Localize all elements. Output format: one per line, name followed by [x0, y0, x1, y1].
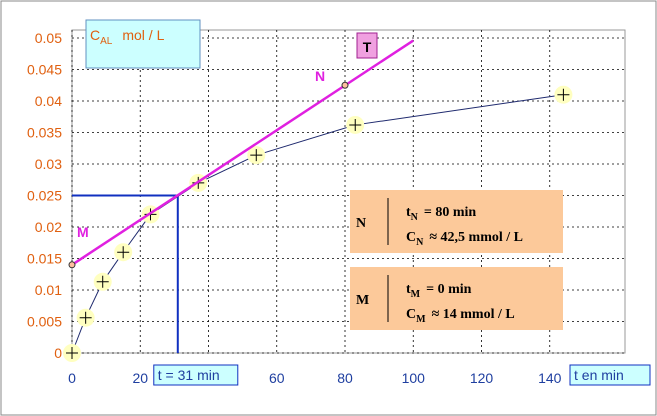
formula-rest: ≈ 42,5 mmol / L [429, 230, 523, 245]
x-tick-label: 140 [538, 370, 562, 386]
x-tick-label: 120 [470, 370, 494, 386]
marker-plus [96, 275, 109, 288]
data-point [554, 85, 573, 104]
marker-plus [66, 347, 78, 359]
x-tick-label: 100 [402, 370, 426, 386]
x-tick-label: 80 [337, 370, 353, 386]
y-tick-label: 0.045 [27, 62, 62, 78]
point-marker [68, 261, 76, 269]
formula: tM = 0 min [406, 282, 472, 300]
marker-plus [250, 149, 263, 162]
y-label-box [85, 19, 201, 69]
subscript: AL [100, 36, 113, 47]
y-tick-label: 0.04 [35, 93, 62, 109]
symbol: C [90, 27, 100, 43]
formula-rest: ≈ 14 mmol / L [432, 307, 515, 322]
tangent-label-box [356, 32, 378, 59]
marker-plus [349, 118, 362, 131]
marker-plus [117, 246, 130, 259]
y-tick-label: 0.015 [27, 251, 62, 267]
data-point [76, 308, 95, 327]
data-point [63, 344, 81, 362]
subscript: M [411, 289, 421, 300]
formula-rest: = 0 min [426, 282, 472, 297]
y-tick-label: 0.035 [27, 125, 62, 141]
point-marker [341, 81, 349, 89]
formula: CN ≈ 42,5 mmol / L [406, 230, 523, 248]
marker-plus [79, 311, 92, 324]
x-tick-label: 20 [132, 370, 148, 386]
formula-rest: = 80 min [424, 205, 477, 220]
x-label-box [569, 364, 651, 386]
data-point [114, 243, 133, 262]
formula: CAL mol / L [90, 27, 165, 47]
y-tick-label: 0.025 [27, 188, 62, 204]
point-label: M [77, 224, 89, 240]
reading-label: t = 31 min [158, 367, 220, 383]
y-tick-label: 0.005 [27, 314, 62, 330]
info-letter: N [356, 216, 366, 231]
y-tick-label: 0 [54, 345, 62, 361]
marker-plus [557, 88, 570, 101]
subscript: N [411, 212, 419, 223]
symbol: C [406, 307, 416, 322]
formula: tN = 80 min [406, 205, 476, 223]
tangent-label: T [363, 39, 372, 55]
formula-rest: mol / L [122, 27, 164, 43]
tangent-line [71, 39, 414, 266]
symbol: C [406, 230, 416, 245]
subscript: N [416, 237, 424, 248]
info-box [350, 190, 563, 253]
x-tick-label: 0 [68, 370, 76, 386]
data-point [93, 272, 112, 291]
symbol: t [406, 205, 411, 220]
x-axis-label: t en min [574, 367, 624, 383]
info-letter: M [356, 293, 369, 308]
point-label: N [315, 68, 325, 84]
y-tick-label: 0.02 [35, 219, 62, 235]
y-tick-label: 0.01 [35, 282, 62, 298]
data-point [346, 115, 365, 134]
symbol: t [406, 282, 411, 297]
reading-box [153, 364, 239, 386]
y-tick-label: 0.03 [35, 156, 62, 172]
x-tick-label: 60 [269, 370, 285, 386]
formula: CM ≈ 14 mmol / L [406, 307, 515, 325]
subscript: M [416, 314, 426, 325]
info-box [350, 267, 563, 330]
y-tick-label: 0.05 [35, 30, 62, 46]
data-point [247, 146, 266, 165]
